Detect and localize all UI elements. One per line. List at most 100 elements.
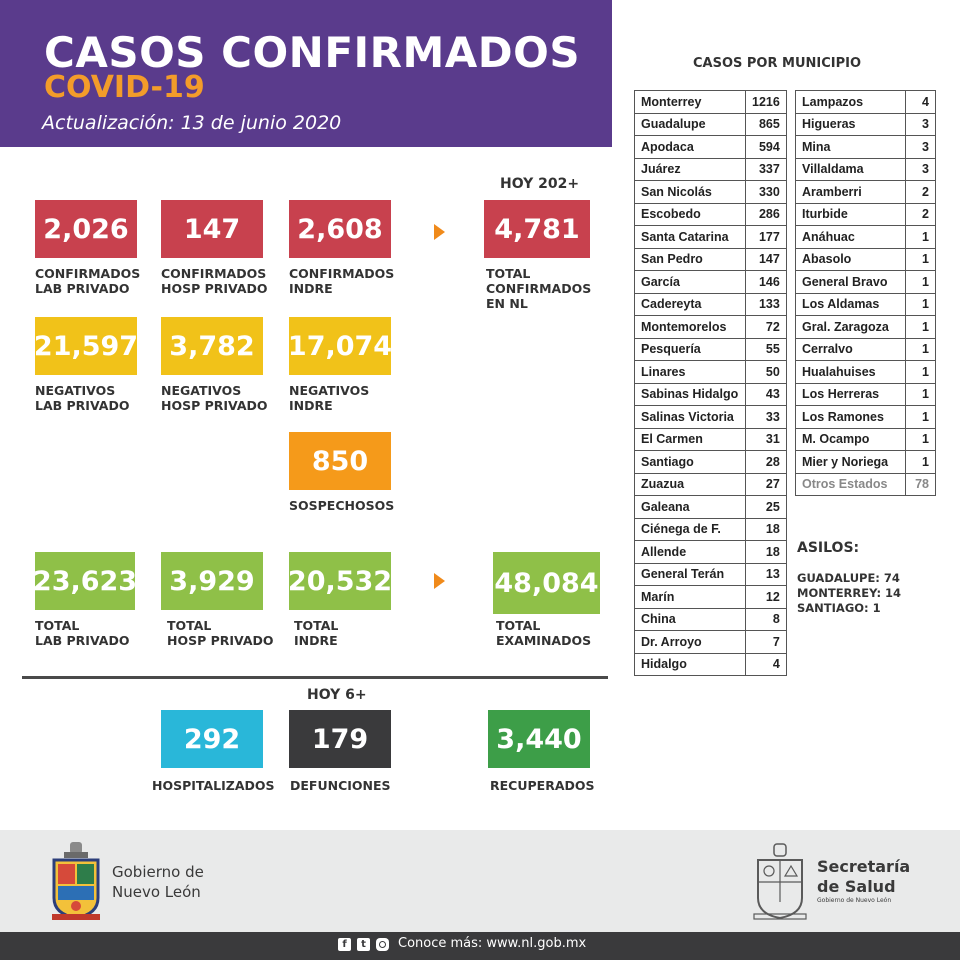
municipio-name: Marín — [634, 585, 746, 609]
municipio-cases: 18 — [745, 540, 787, 564]
municipio-row: El Carmen 31 — [634, 427, 787, 451]
arrow-right-icon — [434, 224, 445, 240]
municipio-cases: 25 — [745, 495, 787, 519]
municipio-row: Gral. Zaragoza 1 — [795, 315, 936, 339]
municipio-cases: 1 — [905, 450, 936, 474]
municipio-row: Escobedo 286 — [634, 202, 787, 226]
municipio-row: Higueras 3 — [795, 112, 936, 136]
total-examinados-value: 48,084 — [493, 552, 600, 614]
municipio-name: Abasolo — [795, 247, 906, 271]
municipio-row: Los Ramones 1 — [795, 405, 936, 429]
municipio-row: Abasolo 1 — [795, 247, 936, 271]
municipio-cases: 147 — [745, 247, 787, 271]
municipio-name: Pesquería — [634, 337, 746, 361]
municipio-row: Pesquería 55 — [634, 337, 787, 361]
municipio-cases: 286 — [745, 202, 787, 226]
confirmados-indre-value: 2,608 — [289, 200, 391, 258]
municipio-cases: 3 — [905, 112, 936, 136]
municipio-name: San Nicolás — [634, 180, 746, 204]
municipio-name: Escobedo — [634, 202, 746, 226]
secretaria-salud-subtext: Gobierno de Nuevo León — [817, 897, 892, 904]
hospitalizados-label: HOSPITALIZADOS — [152, 778, 275, 793]
recuperados-label: RECUPERADOS — [490, 778, 595, 793]
municipio-cases: 1 — [905, 382, 936, 406]
municipio-cases: 1 — [905, 427, 936, 451]
page-subtitle: COVID-19 — [44, 70, 205, 105]
municipio-row: Galeana 25 — [634, 495, 787, 519]
municipio-name: Hualahuises — [795, 360, 906, 384]
municipio-row: Juárez 337 — [634, 157, 787, 181]
municipio-row: Apodaca 594 — [634, 135, 787, 159]
total-hosp-privado-value: 3,929 — [161, 552, 263, 610]
municipio-cases: 1 — [905, 337, 936, 361]
municipio-name: Anáhuac — [795, 225, 906, 249]
confirmados-lab-privado-value: 2,026 — [35, 200, 137, 258]
municipio-cases: 50 — [745, 360, 787, 384]
municipio-name: Aramberri — [795, 180, 906, 204]
twitter-icon[interactable]: t — [357, 938, 370, 951]
negativos-lab-privado-label: NEGATIVOS LAB PRIVADO — [35, 383, 130, 413]
update-date: Actualización: 13 de junio 2020 — [42, 112, 342, 134]
municipio-cases: 133 — [745, 292, 787, 316]
municipio-row: Zuazua 27 — [634, 472, 787, 496]
page-title: CASOS CONFIRMADOS — [44, 28, 581, 77]
municipio-cases: 1 — [905, 360, 936, 384]
municipio-name: Los Aldamas — [795, 292, 906, 316]
arrow-right-icon — [434, 573, 445, 589]
asilos-item: SANTIAGO: 1 — [797, 601, 881, 615]
municipio-row: San Pedro 147 — [634, 247, 787, 271]
municipio-row: Cadereyta 133 — [634, 292, 787, 316]
municipio-name: Gral. Zaragoza — [795, 315, 906, 339]
municipio-row: San Nicolás 330 — [634, 180, 787, 204]
instagram-icon[interactable] — [376, 938, 389, 951]
municipio-cases: 2 — [905, 202, 936, 226]
municipio-cases: 3 — [905, 135, 936, 159]
municipio-name: Cadereyta — [634, 292, 746, 316]
total-indre-label: TOTAL INDRE — [294, 618, 339, 648]
municipio-name: El Carmen — [634, 427, 746, 451]
municipio-row: Marín 12 — [634, 585, 787, 609]
municipio-name: Apodaca — [634, 135, 746, 159]
municipio-name: Iturbide — [795, 202, 906, 226]
facebook-icon[interactable]: f — [338, 938, 351, 951]
municipio-cases: 78 — [905, 472, 936, 496]
municipio-name: Sabinas Hidalgo — [634, 382, 746, 406]
hoy-confirmados-label: HOY 202+ — [500, 176, 580, 192]
municipio-cases: 865 — [745, 112, 787, 136]
municipio-cases: 1216 — [745, 90, 787, 114]
municipio-cases: 146 — [745, 270, 787, 294]
negativos-indre-label: NEGATIVOS INDRE — [289, 383, 370, 413]
municipio-cases: 594 — [745, 135, 787, 159]
conoce-mas-link[interactable]: Conoce más: www.nl.gob.mx — [398, 936, 587, 951]
municipio-row: Los Aldamas 1 — [795, 292, 936, 316]
municipio-name: Zuazua — [634, 472, 746, 496]
municipio-name: Mina — [795, 135, 906, 159]
municipio-row: Anáhuac 1 — [795, 225, 936, 249]
footer — [0, 830, 960, 932]
municipio-row: General Terán 13 — [634, 562, 787, 586]
municipio-name: China — [634, 607, 746, 631]
municipio-name: Monterrey — [634, 90, 746, 114]
municipios-title: CASOS POR MUNICIPIO — [693, 56, 862, 71]
municipio-cases: 177 — [745, 225, 787, 249]
total-indre-value: 20,532 — [288, 552, 392, 610]
municipio-cases: 28 — [745, 450, 787, 474]
negativos-hosp-privado-value: 3,782 — [161, 317, 263, 375]
total-lab-privado-value: 23,623 — [33, 552, 137, 610]
municipio-row: Santiago 28 — [634, 450, 787, 474]
municipio-row: Lampazos 4 — [795, 90, 936, 114]
header-banner: CASOS CONFIRMADOS COVID-19 Actualización… — [0, 0, 612, 147]
total-examinados-label: TOTAL EXAMINADOS — [496, 618, 592, 648]
municipio-row: M. Ocampo 1 — [795, 427, 936, 451]
municipio-name: Villaldama — [795, 157, 906, 181]
secretaria-salud-text: Secretaría de Salud — [817, 857, 911, 896]
municipio-name: M. Ocampo — [795, 427, 906, 451]
municipios-table-left: Monterrey 1216 Guadalupe 865 Apodaca 594 Juáre… — [634, 90, 787, 676]
municipio-name: San Pedro — [634, 247, 746, 271]
municipio-row: Mina 3 — [795, 135, 936, 159]
municipio-name: Linares — [634, 360, 746, 384]
municipio-name: Dr. Arroyo — [634, 630, 746, 654]
municipio-cases: 7 — [745, 630, 787, 654]
defunciones-label: DEFUNCIONES — [290, 778, 391, 793]
municipio-name: Higueras — [795, 112, 906, 136]
